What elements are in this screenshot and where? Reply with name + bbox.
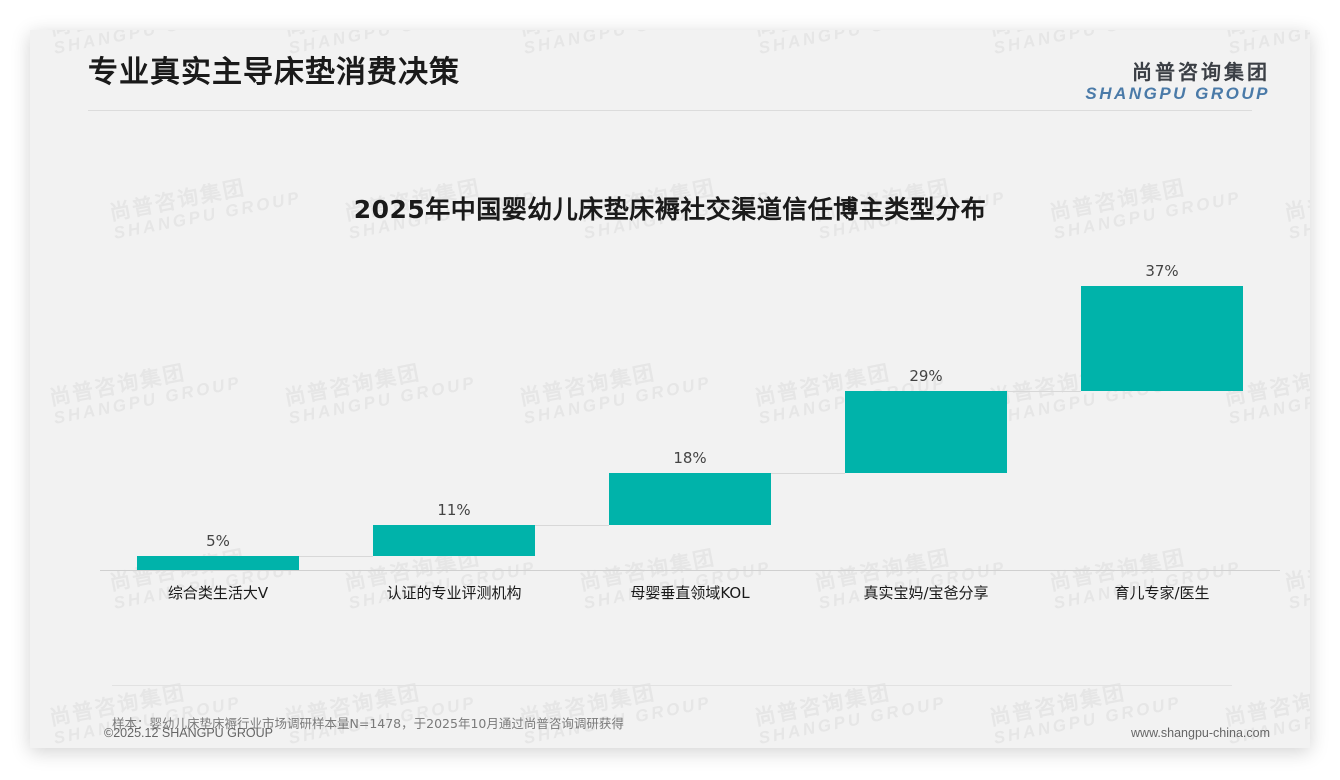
logo-chinese-text: 尚普咨询集团 [1132,60,1270,84]
brand-logo: 尚普咨询集团 SHANGPU GROUP [1085,60,1270,104]
x-axis-label: 认证的专业评测机构 [386,584,522,602]
bar-value-label: 11% [437,500,471,519]
header-divider [88,110,1252,111]
chart-bar[interactable] [845,391,1007,474]
slide-footer: ©2025.12 SHANGPU GROUP www.shangpu-china… [30,726,1310,748]
chart-baseline-axis [100,570,1280,571]
x-axis-label: 综合类生活大V [167,584,269,602]
chart-title: 2025年中国婴幼儿床垫床褥社交渠道信任博主类型分布 [353,195,987,224]
bar-value-label: 5% [206,531,230,550]
website-link[interactable]: www.shangpu-china.com [1131,726,1270,740]
sample-footnote: 样本：婴幼儿床垫床褥行业市场调研样本量N=1478，于2025年10月通过尚普咨… [112,716,624,731]
bar-value-label: 29% [909,367,943,386]
slide-header: 专业真实主导床垫消费决策 尚普咨询集团 SHANGPU GROUP [30,30,1310,110]
chart-bar[interactable] [1081,286,1243,392]
chart-bar[interactable] [609,473,771,525]
bar-value-label: 37% [1145,262,1179,280]
footnote-divider [112,685,1232,686]
chart-bar[interactable] [373,524,535,556]
waterfall-connector [299,555,373,557]
waterfall-connector [535,524,609,526]
x-axis-label: 真实宝妈/宝爸分享 [863,584,989,602]
page-title: 专业真实主导床垫消费决策 [88,55,460,90]
waterfall-chart-plot: 5% 11% 18% 29% 37% [100,260,1280,570]
x-axis-label: 母婴垂直领域KOL [630,584,750,602]
chart-bar[interactable] [137,555,299,570]
waterfall-connector [771,473,845,475]
x-axis-label: 育儿专家/医生 [1114,584,1210,602]
x-axis-category-labels: 综合类生活大V 认证的专业评测机构 母婴垂直领域KOL 真实宝妈/宝爸分享 育儿专家/医… [100,582,1280,612]
bar-value-label: 18% [673,449,707,468]
logo-english-text: SHANGPU GROUP [1085,84,1270,103]
waterfall-connector [1007,391,1081,393]
copyright-text: ©2025.12 SHANGPU GROUP [104,726,273,740]
